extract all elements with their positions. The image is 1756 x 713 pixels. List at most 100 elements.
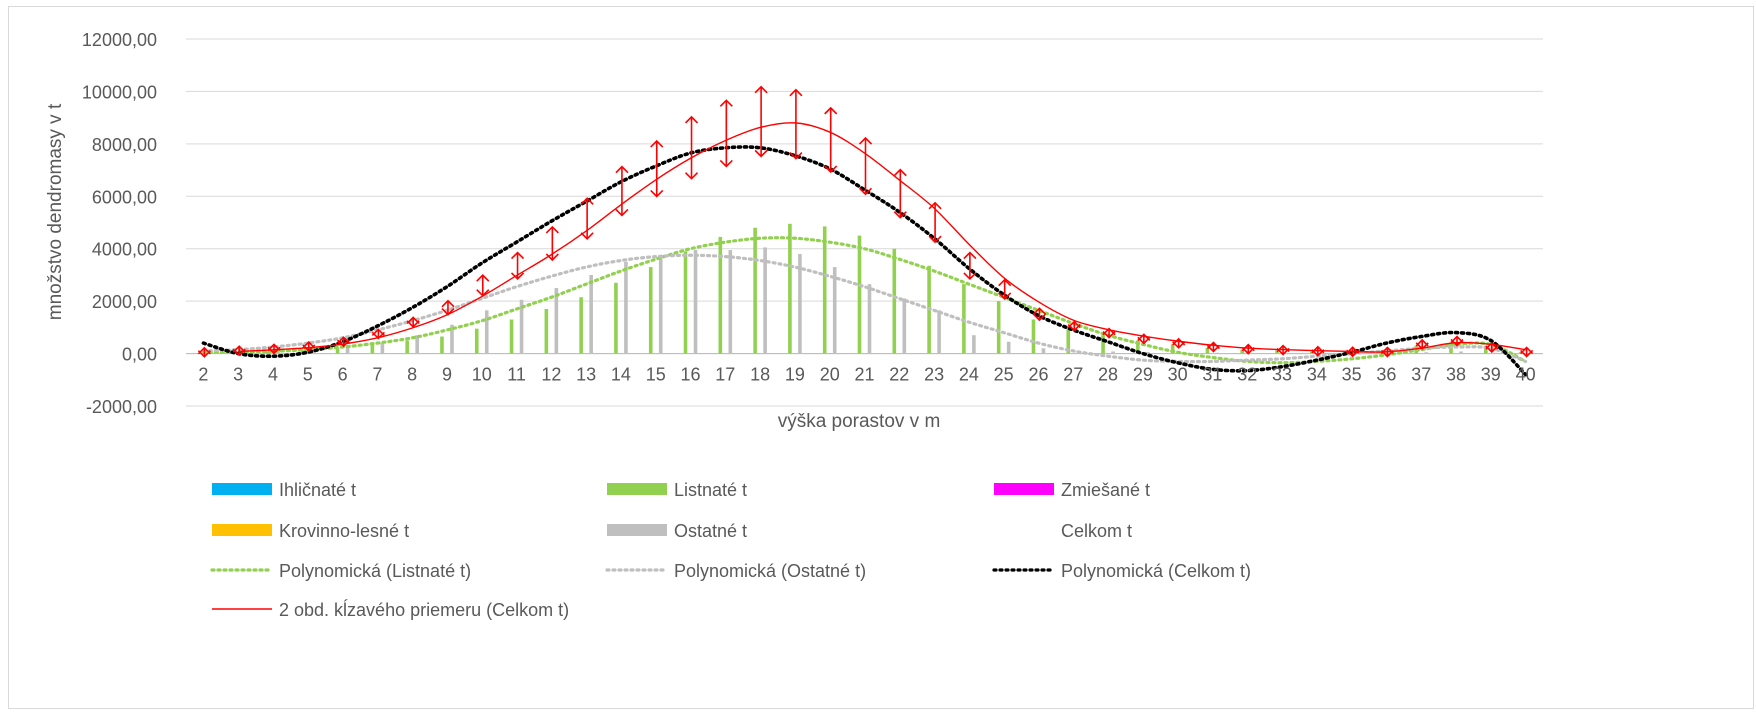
bar <box>1206 348 1210 354</box>
bar <box>589 275 593 354</box>
x-tick-label: 30 <box>1168 365 1188 385</box>
x-tick-label: 5 <box>303 365 313 385</box>
x-tick-label: 28 <box>1098 365 1118 385</box>
y-tick-label: 10000,00 <box>82 82 157 102</box>
bar <box>719 237 723 354</box>
bar <box>614 283 618 354</box>
x-tick-label: 21 <box>854 365 874 385</box>
legend-label: Ihličnaté t <box>279 480 356 500</box>
bar <box>1459 351 1463 353</box>
x-tick-label: 33 <box>1272 365 1292 385</box>
y-tick-label: 0,00 <box>122 345 157 365</box>
chart: -2000,000,002000,004000,006000,008000,00… <box>9 7 1753 708</box>
bar <box>1007 342 1011 354</box>
legend-label: Listnaté t <box>674 480 747 500</box>
bar <box>753 228 757 354</box>
x-tick-label: 22 <box>889 365 909 385</box>
legend-label: 2 obd. kĺzavého priemeru (Celkom t) <box>279 599 569 620</box>
x-tick-label: 9 <box>442 365 452 385</box>
bar <box>823 226 827 353</box>
x-tick-label: 40 <box>1516 365 1536 385</box>
x-tick-label: 16 <box>681 365 701 385</box>
bar <box>485 310 489 353</box>
trendline <box>203 255 1525 361</box>
bar <box>972 335 976 353</box>
legend-label: Polynomická (Ostatné t) <box>674 561 866 581</box>
y-tick-label: -2000,00 <box>86 397 157 417</box>
bar <box>555 288 559 354</box>
bar <box>833 267 837 354</box>
bar <box>868 284 872 353</box>
bar <box>1042 348 1046 353</box>
x-tick-label: 31 <box>1202 365 1222 385</box>
x-tick-label: 37 <box>1411 365 1431 385</box>
x-tick-label: 18 <box>750 365 770 385</box>
bar <box>694 250 698 354</box>
bar <box>729 250 733 354</box>
trendline <box>203 238 1525 363</box>
bar <box>371 344 375 353</box>
x-tick-label: 25 <box>994 365 1014 385</box>
bar <box>684 251 688 353</box>
legend-swatch <box>212 524 272 536</box>
trendlines <box>203 147 1525 375</box>
bar <box>1250 353 1254 354</box>
bar <box>1216 353 1220 354</box>
bar <box>1424 352 1428 353</box>
bar <box>624 262 628 354</box>
x-tick-label: 13 <box>576 365 596 385</box>
bar <box>997 301 1001 353</box>
x-tick-label: 23 <box>924 365 944 385</box>
bar <box>763 247 767 353</box>
x-tick-label: 14 <box>611 365 631 385</box>
x-tick-label: 17 <box>715 365 735 385</box>
bar <box>405 340 409 353</box>
x-tick-label: 35 <box>1342 365 1362 385</box>
y-tick-label: 2000,00 <box>92 292 157 312</box>
bar <box>649 267 653 354</box>
x-tick-label: 11 <box>507 365 526 385</box>
bar <box>1032 319 1036 353</box>
legend-swatch <box>994 483 1054 495</box>
x-tick-label: 7 <box>372 365 382 385</box>
y-axis-label: množstvo dendromasy v t <box>45 103 66 320</box>
x-tick-label: 19 <box>785 365 805 385</box>
x-tick-label: 24 <box>959 365 979 385</box>
x-tick-label: 27 <box>1063 365 1083 385</box>
x-axis-label: výška porastov v m <box>778 411 941 432</box>
legend-label: Polynomická (Listnaté t) <box>279 561 471 581</box>
y-tick-label: 4000,00 <box>92 240 157 260</box>
legend-label: Polynomická (Celkom t) <box>1061 561 1251 581</box>
legend-swatch <box>607 524 667 536</box>
x-tick-label: 6 <box>338 365 348 385</box>
legend-label: Ostatné t <box>674 521 747 541</box>
bar <box>440 337 444 354</box>
x-tick-label: 15 <box>646 365 666 385</box>
x-tick-label: 38 <box>1446 365 1466 385</box>
x-tick-label: 36 <box>1376 365 1396 385</box>
legend-swatch <box>607 483 667 495</box>
x-tick-label: 34 <box>1307 365 1327 385</box>
x-tick-label: 39 <box>1481 365 1501 385</box>
x-tick-label: 10 <box>472 365 492 385</box>
moving-average-line <box>238 123 1525 352</box>
bar <box>902 299 906 354</box>
x-tick-label: 3 <box>233 365 243 385</box>
legend-label: Zmiešané t <box>1061 480 1150 500</box>
legend-label: Celkom t <box>1061 521 1132 541</box>
moving-average <box>238 123 1525 352</box>
bars <box>197 224 1533 354</box>
x-tick-label: 32 <box>1237 365 1257 385</box>
bar <box>892 249 896 354</box>
x-tick-label: 4 <box>268 365 278 385</box>
x-tick-label: 8 <box>407 365 417 385</box>
bar <box>1494 353 1498 354</box>
legend-swatch <box>212 483 272 495</box>
x-tick-label: 29 <box>1133 365 1153 385</box>
y-axis-tick-labels: -2000,000,002000,004000,006000,008000,00… <box>82 30 157 417</box>
bar <box>510 319 514 353</box>
x-tick-label: 2 <box>198 365 208 385</box>
